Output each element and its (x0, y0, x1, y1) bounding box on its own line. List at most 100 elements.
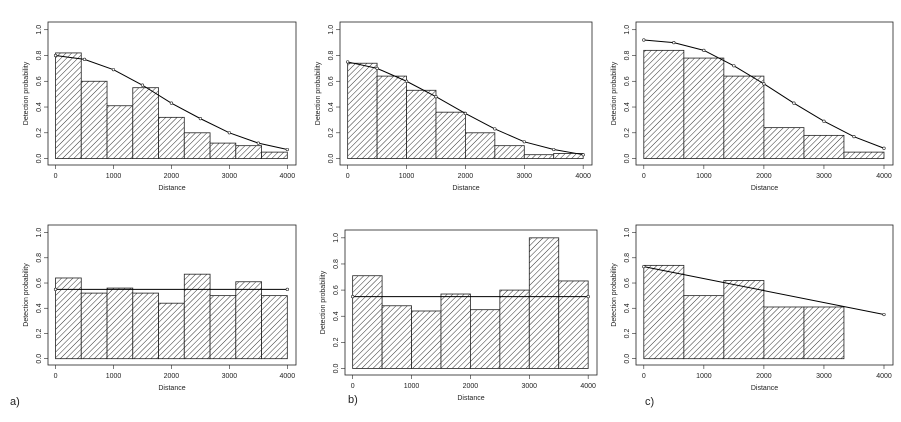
bar (235, 145, 262, 159)
y-tick-label: 0.8 (624, 253, 631, 263)
x-axis-label: Distance (751, 385, 778, 392)
y-tick-label: 0.8 (36, 51, 43, 61)
curve-point (732, 64, 736, 68)
x-tick-label: 3000 (517, 173, 533, 180)
y-tick-label: 0.2 (624, 128, 631, 138)
y-tick-label: 1.0 (624, 25, 631, 35)
bar (106, 105, 134, 159)
curve-point (552, 147, 556, 152)
bar (843, 151, 885, 159)
curve-point (198, 117, 202, 121)
x-tick-label: 3000 (222, 373, 238, 380)
bar (440, 293, 471, 369)
y-tick-label: 0.8 (333, 259, 340, 269)
y-tick-label: 0.6 (624, 278, 631, 288)
bar (643, 49, 685, 159)
x-tick-label: 3000 (816, 173, 832, 180)
curve-point (169, 101, 174, 105)
x-axis-label: Distance (751, 185, 778, 192)
x-tick-label: 1000 (106, 373, 122, 380)
curve-point (82, 57, 87, 61)
plot-frame (47, 224, 297, 366)
curve-point (227, 131, 231, 135)
y-tick-label: 1.0 (36, 25, 43, 35)
x-tick-label: 2000 (463, 383, 479, 390)
bar (209, 295, 237, 360)
bar (80, 80, 108, 159)
x-tick-label: 1000 (696, 373, 712, 380)
x-tick-label: 0 (642, 373, 646, 380)
x-axis-label: Distance (457, 395, 484, 402)
bar (723, 75, 765, 159)
y-tick-label: 0.0 (328, 154, 335, 164)
curve-point (642, 265, 646, 269)
panel-label: a) (10, 396, 20, 408)
bar (683, 57, 725, 159)
curve-point (882, 312, 886, 317)
curve-point (493, 127, 497, 131)
bar (803, 134, 845, 159)
curve-point (285, 147, 289, 152)
curve-point (53, 287, 58, 291)
y-axis-label: Detection probability (23, 263, 30, 327)
bar (470, 309, 501, 369)
curve-point (434, 95, 438, 99)
bar (465, 132, 496, 159)
curve-point (702, 48, 706, 52)
y-tick-label: 1.0 (624, 228, 631, 238)
bar (347, 62, 378, 159)
plot-frame (339, 21, 593, 166)
x-tick-label: 4000 (580, 383, 596, 390)
x-tick-label: 4000 (575, 173, 591, 180)
bar (235, 281, 262, 360)
bar (158, 302, 185, 360)
y-tick-label: 0.4 (36, 102, 43, 112)
x-tick-label: 2000 (756, 373, 772, 380)
bar (523, 154, 555, 159)
curve-point (351, 295, 355, 299)
y-tick-label: 0.6 (333, 285, 340, 295)
bar (352, 275, 383, 369)
bar (261, 295, 288, 360)
x-tick-label: 2000 (756, 173, 772, 180)
x-tick-label: 1000 (696, 173, 712, 180)
y-tick-label: 0.6 (328, 76, 335, 86)
x-tick-label: 2000 (458, 173, 474, 180)
bar (55, 52, 82, 159)
curve-point (285, 287, 289, 291)
curve-point (53, 53, 58, 58)
bar (183, 273, 211, 360)
x-tick-label: 2000 (164, 373, 180, 380)
x-axis-label: Distance (452, 185, 479, 192)
y-tick-label: 0.8 (328, 51, 335, 61)
y-tick-label: 0.6 (36, 76, 43, 86)
x-tick-label: 0 (54, 173, 58, 180)
bar (643, 264, 685, 360)
panel-label: c) (645, 396, 654, 408)
y-tick-label: 0.8 (36, 253, 43, 263)
bar (723, 280, 765, 360)
curve-point (346, 60, 350, 64)
x-tick-label: 4000 (280, 173, 296, 180)
y-tick-label: 0.0 (36, 154, 43, 164)
curve-point (672, 41, 676, 45)
bar (261, 151, 288, 159)
curve-point (762, 82, 766, 86)
y-tick-label: 0.0 (624, 354, 631, 364)
y-tick-label: 0.2 (624, 328, 631, 338)
x-tick-label: 4000 (876, 373, 892, 380)
bar (132, 292, 159, 360)
y-tick-label: 0.4 (333, 311, 340, 321)
curve-point (404, 79, 409, 83)
y-axis-label: Detection probability (611, 61, 618, 125)
curve-point (822, 119, 826, 123)
x-axis-label: Distance (158, 185, 185, 192)
plot-frame (344, 229, 598, 376)
y-tick-label: 0.4 (36, 303, 43, 313)
y-tick-label: 0.0 (624, 154, 631, 164)
panel-label: b) (348, 394, 358, 406)
y-tick-label: 0.6 (36, 278, 43, 288)
y-tick-label: 0.2 (36, 328, 43, 338)
curve-point (463, 111, 468, 116)
